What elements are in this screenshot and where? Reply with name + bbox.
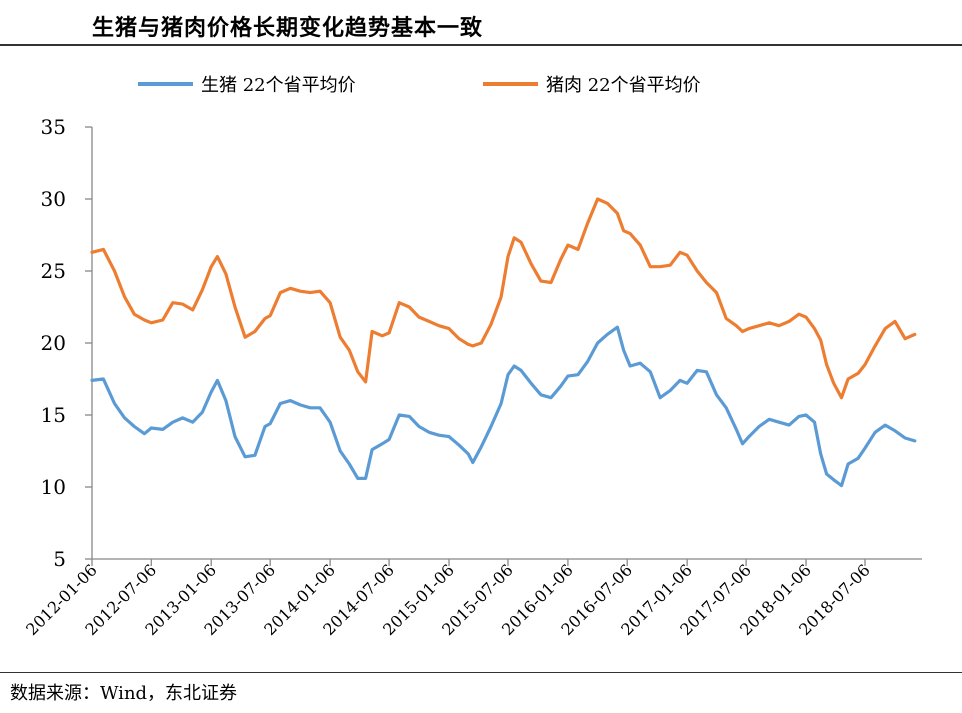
- series-line-2: [90, 197, 917, 400]
- y-tick-label: 10: [41, 475, 66, 499]
- legend-label-1: 生猪 22个省平均价: [201, 75, 356, 96]
- chart-series: [90, 197, 917, 488]
- title-divider: [0, 44, 962, 46]
- data-source: 数据来源：Wind，东北证券: [10, 683, 238, 704]
- line-chart: 51015202530352012-01-062012-07-062013-01…: [22, 75, 922, 639]
- y-tick-label: 5: [53, 547, 66, 571]
- y-tick-label: 20: [41, 331, 66, 355]
- footer-divider: [0, 672, 962, 673]
- legend-label-2: 猪肉 22个省平均价: [546, 75, 701, 96]
- chart-axes: 51015202530352012-01-062012-07-062013-01…: [22, 115, 922, 639]
- series-line-1: [90, 325, 917, 488]
- y-tick-label: 30: [41, 187, 66, 211]
- chart-title: 生猪与猪肉价格长期变化趋势基本一致: [92, 16, 484, 41]
- y-tick-label: 35: [41, 115, 66, 139]
- y-tick-label: 15: [41, 403, 66, 427]
- chart-legend: 生猪 22个省平均价 猪肉 22个省平均价: [138, 75, 701, 96]
- y-tick-label: 25: [41, 259, 66, 283]
